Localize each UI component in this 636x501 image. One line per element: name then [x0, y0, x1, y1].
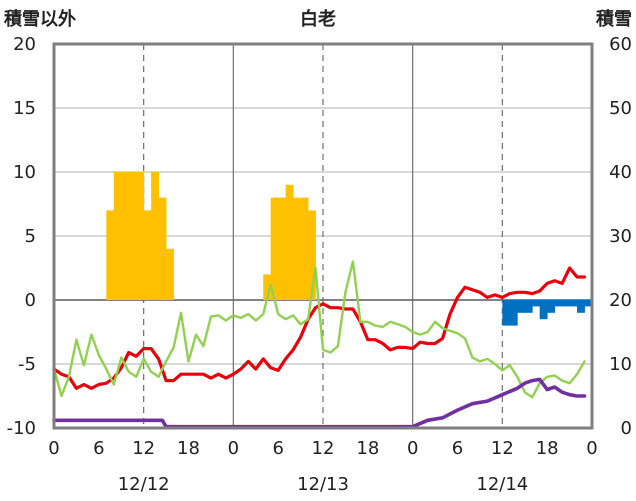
date-label: 12/13 [297, 474, 349, 495]
precipitation-bar [166, 248, 174, 300]
x-tick-label: 0 [228, 438, 239, 459]
snowfall-bar [524, 300, 533, 313]
left-axis-title: 積雪以外 [3, 8, 76, 30]
precipitation-bar [278, 197, 287, 300]
purple-series-line [52, 377, 587, 429]
x-tick-label: 6 [93, 438, 104, 459]
snowfall-bar [517, 300, 526, 313]
x-tick-label: 12 [312, 438, 335, 459]
precipitation-bar [143, 210, 152, 300]
precipitation-bar [270, 197, 279, 300]
y-right-tick-label: 40 [609, 162, 632, 183]
green-series-line [52, 260, 586, 399]
y-right-tick-label: 20 [609, 290, 632, 311]
y-left-tick-label: -5 [18, 354, 36, 375]
date-label: 12/12 [118, 474, 170, 495]
precipitation-bar [263, 274, 272, 300]
precipitation-bar [300, 197, 309, 300]
x-tick-label: 0 [48, 438, 59, 459]
x-tick-label: 18 [177, 438, 200, 459]
precipitation-bar [128, 172, 137, 300]
precipitation-bar [113, 172, 122, 300]
y-left-tick-label: 10 [13, 162, 36, 183]
y-right-tick-label: 30 [609, 226, 632, 247]
x-tick-label: 18 [536, 438, 559, 459]
y-left-tick-label: 15 [13, 98, 36, 119]
x-tick-label: 0 [586, 438, 597, 459]
snowfall-bar [547, 300, 556, 313]
snowfall-bar [502, 300, 511, 326]
y-right-tick-label: 60 [609, 34, 632, 55]
snowfall-bar [569, 300, 578, 307]
precipitation-bar [293, 197, 301, 300]
snowfall-bar [554, 300, 563, 307]
y-right-tick-label: 0 [621, 418, 632, 439]
precipitation-bar [158, 197, 167, 300]
snowfall-bar [532, 300, 541, 307]
snowfall-bar [577, 300, 585, 313]
snowfall-bar [562, 300, 570, 307]
precipitation-bar [151, 172, 160, 300]
x-tick-label: 18 [356, 438, 379, 459]
bars [106, 172, 593, 326]
y-left-tick-label: -10 [7, 418, 36, 439]
precipitation-bar [106, 210, 115, 300]
x-tick-label: 12 [132, 438, 155, 459]
precipitation-bar [308, 210, 316, 300]
x-tick-label: 6 [452, 438, 463, 459]
y-left-tick-label: 20 [13, 34, 36, 55]
x-tick-label: 12 [491, 438, 514, 459]
snowfall-bar [584, 300, 593, 307]
plot-border [52, 42, 594, 430]
precipitation-bar [121, 172, 130, 300]
y-left-tick-label: 5 [25, 226, 36, 247]
chart-title: 白老 [300, 8, 336, 30]
plot-frame [52, 42, 594, 430]
y-right-tick-label: 50 [609, 98, 632, 119]
precipitation-bar [136, 172, 145, 300]
snowfall-bar [509, 300, 518, 326]
y-right-tick-label: 10 [609, 354, 632, 375]
x-tick-label: 0 [407, 438, 418, 459]
y-left-tick-label: 0 [25, 290, 36, 311]
right-axis-title: 積雪 [595, 8, 632, 30]
date-label: 12/14 [476, 474, 528, 495]
precipitation-bar [285, 184, 294, 300]
snowfall-bar [539, 300, 548, 320]
x-tick-label: 6 [272, 438, 283, 459]
